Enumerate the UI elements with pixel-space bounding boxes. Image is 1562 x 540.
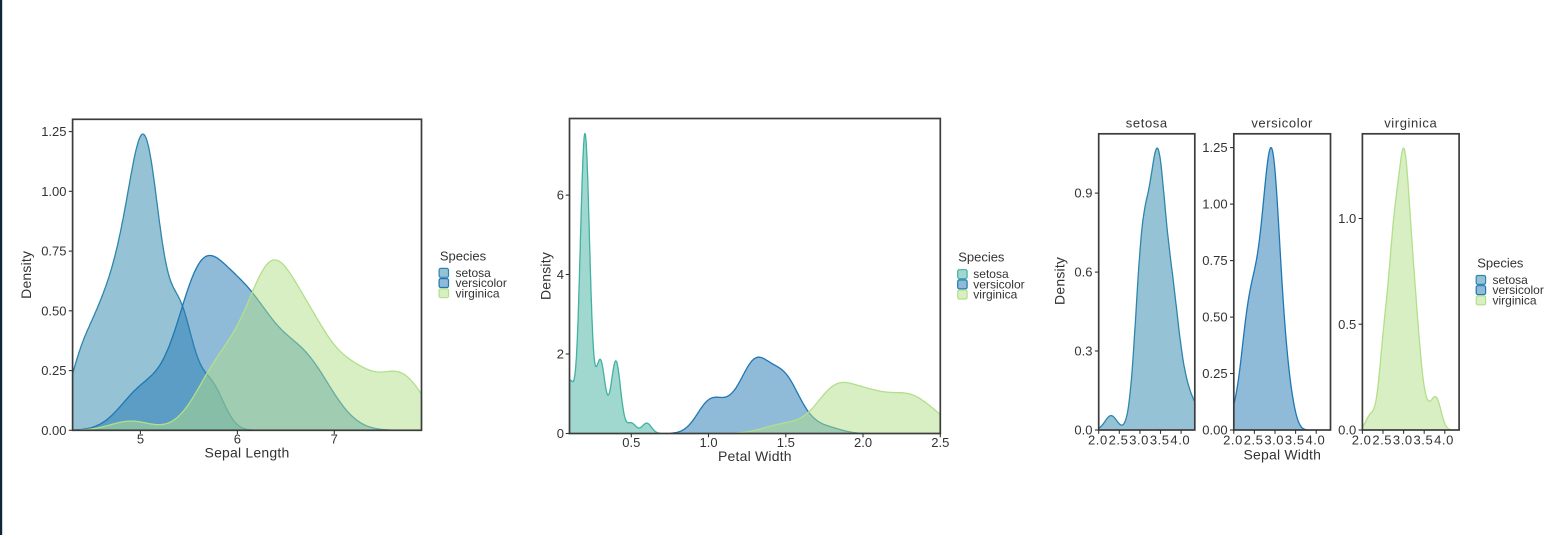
svg-text:setosa: setosa	[1126, 116, 1168, 131]
svg-text:virginica: virginica	[1493, 293, 1537, 307]
svg-text:Species: Species	[958, 249, 1005, 264]
svg-text:1.00: 1.00	[1202, 197, 1227, 212]
svg-text:2.0: 2.0	[854, 435, 872, 450]
svg-text:Sepal Length: Sepal Length	[205, 445, 290, 461]
svg-text:0.00: 0.00	[1202, 423, 1227, 438]
svg-text:1.5: 1.5	[777, 435, 795, 450]
svg-text:0.5: 0.5	[1338, 317, 1356, 332]
svg-text:0.3: 0.3	[1074, 344, 1092, 359]
svg-text:setosa: setosa	[1493, 273, 1529, 287]
svg-text:2.5: 2.5	[1109, 433, 1129, 448]
svg-text:Species: Species	[1477, 255, 1524, 270]
svg-text:0.0: 0.0	[1074, 423, 1092, 438]
svg-text:0.9: 0.9	[1074, 186, 1092, 201]
svg-text:0.25: 0.25	[1202, 366, 1227, 381]
svg-text:1.0: 1.0	[1338, 211, 1356, 226]
svg-text:4.0: 4.0	[1170, 433, 1190, 448]
svg-text:0.75: 0.75	[41, 244, 66, 259]
svg-text:1.00: 1.00	[41, 184, 66, 199]
svg-text:0.50: 0.50	[1202, 310, 1227, 325]
svg-text:versicolor: versicolor	[973, 277, 1024, 291]
svg-text:6: 6	[234, 432, 241, 447]
svg-text:7: 7	[331, 432, 338, 447]
svg-text:setosa: setosa	[456, 266, 492, 280]
svg-text:2.0: 2.0	[1223, 433, 1243, 448]
svg-text:setosa: setosa	[973, 267, 1009, 281]
svg-text:0: 0	[557, 426, 564, 441]
svg-text:5: 5	[137, 432, 144, 447]
svg-text:0.25: 0.25	[41, 363, 66, 378]
svg-text:3.5: 3.5	[1414, 433, 1434, 448]
svg-text:virginica: virginica	[456, 286, 500, 300]
svg-text:0.75: 0.75	[1202, 253, 1227, 268]
svg-text:Petal Width: Petal Width	[718, 448, 792, 464]
svg-text:Density: Density	[538, 252, 554, 300]
svg-text:2.0: 2.0	[1352, 433, 1372, 448]
svg-text:versicolor: versicolor	[1251, 116, 1313, 131]
svg-text:Density: Density	[18, 251, 34, 299]
svg-text:0.50: 0.50	[41, 303, 66, 318]
svg-text:6: 6	[557, 188, 564, 203]
svg-text:4.0: 4.0	[1434, 433, 1454, 448]
svg-text:3.0: 3.0	[1393, 433, 1413, 448]
svg-text:0.0: 0.0	[1338, 423, 1356, 438]
svg-text:0.5: 0.5	[622, 435, 640, 450]
svg-text:4: 4	[557, 267, 564, 282]
svg-text:1.25: 1.25	[41, 124, 66, 139]
svg-text:2.5: 2.5	[1244, 433, 1264, 448]
svg-text:virginica: virginica	[973, 288, 1017, 302]
svg-text:0.00: 0.00	[41, 423, 66, 438]
svg-text:1.25: 1.25	[1202, 140, 1227, 155]
svg-text:3.5: 3.5	[1285, 433, 1305, 448]
svg-text:versicolor: versicolor	[456, 276, 507, 290]
svg-text:2.5: 2.5	[931, 435, 949, 450]
svg-text:versicolor: versicolor	[1493, 283, 1544, 297]
svg-text:Density: Density	[1052, 257, 1068, 305]
svg-text:virginica: virginica	[1384, 116, 1437, 131]
svg-text:0.6: 0.6	[1074, 265, 1092, 280]
svg-text:3.5: 3.5	[1150, 433, 1170, 448]
svg-text:1.0: 1.0	[700, 435, 718, 450]
svg-text:3.0: 3.0	[1129, 433, 1149, 448]
svg-text:2: 2	[557, 347, 564, 362]
svg-text:4.0: 4.0	[1306, 433, 1326, 448]
svg-text:Species: Species	[440, 248, 487, 263]
svg-text:2.0: 2.0	[1088, 433, 1108, 448]
svg-text:3.0: 3.0	[1264, 433, 1284, 448]
svg-text:Sepal Width: Sepal Width	[1243, 447, 1321, 463]
svg-text:2.5: 2.5	[1372, 433, 1392, 448]
